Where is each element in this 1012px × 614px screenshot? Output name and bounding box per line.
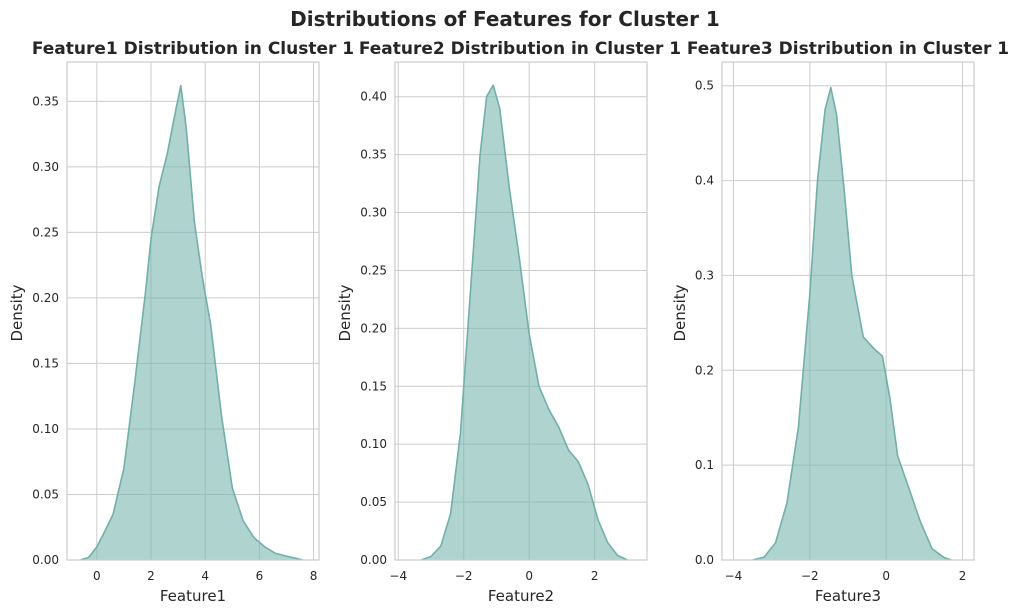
density-area bbox=[80, 85, 303, 560]
y-tick-label: 0.30 bbox=[360, 206, 387, 220]
x-tick-label: 2 bbox=[959, 569, 967, 583]
axes-frame bbox=[394, 61, 648, 561]
y-tick-label: 0.1 bbox=[695, 458, 714, 472]
axes-frame bbox=[721, 61, 975, 561]
x-tick-label: 0 bbox=[525, 569, 533, 583]
y-tick-label: 0.35 bbox=[32, 94, 59, 108]
y-tick-label: 0.35 bbox=[360, 148, 387, 162]
y-axis-label: Density bbox=[8, 284, 26, 341]
x-axis-label: Feature2 bbox=[488, 587, 554, 605]
x-tick-label: −4 bbox=[389, 569, 407, 583]
x-tick-label: −2 bbox=[455, 569, 473, 583]
y-tick-label: 0.05 bbox=[360, 495, 387, 509]
density-line bbox=[80, 84, 303, 561]
x-tick-label: 2 bbox=[147, 569, 155, 583]
y-tick-label: 0.3 bbox=[695, 268, 714, 282]
y-tick-label: 0.05 bbox=[32, 487, 59, 501]
density-line bbox=[752, 86, 952, 561]
density-area bbox=[752, 87, 952, 560]
subplot-title: Feature2 Distribution in Cluster 1 bbox=[359, 39, 681, 59]
y-axis-label: Density bbox=[671, 284, 689, 341]
y-tick-label: 0.0 bbox=[695, 553, 714, 567]
y-tick-label: 0.20 bbox=[32, 291, 59, 305]
subplot-feature1: Feature1 Distribution in Cluster 1 Featu… bbox=[8, 39, 354, 605]
y-tick-label: 0.15 bbox=[360, 379, 387, 393]
x-tick-label: 0 bbox=[882, 569, 890, 583]
y-tick-label: 0.20 bbox=[360, 321, 387, 335]
density-area bbox=[421, 85, 628, 560]
x-tick-label: −2 bbox=[801, 569, 819, 583]
axes-frame bbox=[66, 61, 320, 561]
y-tick-label: 0.4 bbox=[695, 174, 714, 188]
x-tick-label: 6 bbox=[256, 569, 264, 583]
y-tick-label: 0.25 bbox=[360, 263, 387, 277]
y-tick-label: 0.00 bbox=[360, 553, 387, 567]
x-tick-label: 8 bbox=[310, 569, 318, 583]
y-tick-label: 0.10 bbox=[360, 437, 387, 451]
y-tick-label: 0.00 bbox=[32, 553, 59, 567]
subplot-feature2: Feature2 Distribution in Cluster 1 Featu… bbox=[336, 39, 681, 605]
subplot-title: Feature1 Distribution in Cluster 1 bbox=[32, 39, 354, 59]
y-tick-label: 0.5 bbox=[695, 79, 714, 93]
x-tick-label: −4 bbox=[725, 569, 743, 583]
subplot-title: Feature3 Distribution in Cluster 1 bbox=[687, 39, 1009, 59]
y-tick-label: 0.25 bbox=[32, 225, 59, 239]
subplot-feature3: Feature3 Distribution in Cluster 1 Featu… bbox=[671, 39, 1009, 605]
x-axis-label: Feature3 bbox=[815, 587, 881, 605]
y-tick-label: 0.40 bbox=[360, 90, 387, 104]
x-tick-label: 4 bbox=[201, 569, 209, 583]
figure-title: Distributions of Features for Cluster 1 bbox=[290, 7, 720, 31]
x-axis-label: Feature1 bbox=[160, 587, 226, 605]
y-tick-label: 0.2 bbox=[695, 363, 714, 377]
y-tick-label: 0.30 bbox=[32, 160, 59, 174]
x-tick-label: 0 bbox=[93, 569, 101, 583]
x-tick-label: 2 bbox=[591, 569, 599, 583]
y-tick-label: 0.15 bbox=[32, 356, 59, 370]
density-line bbox=[420, 84, 628, 561]
y-axis-label: Density bbox=[336, 284, 354, 341]
y-tick-label: 0.10 bbox=[32, 422, 59, 436]
